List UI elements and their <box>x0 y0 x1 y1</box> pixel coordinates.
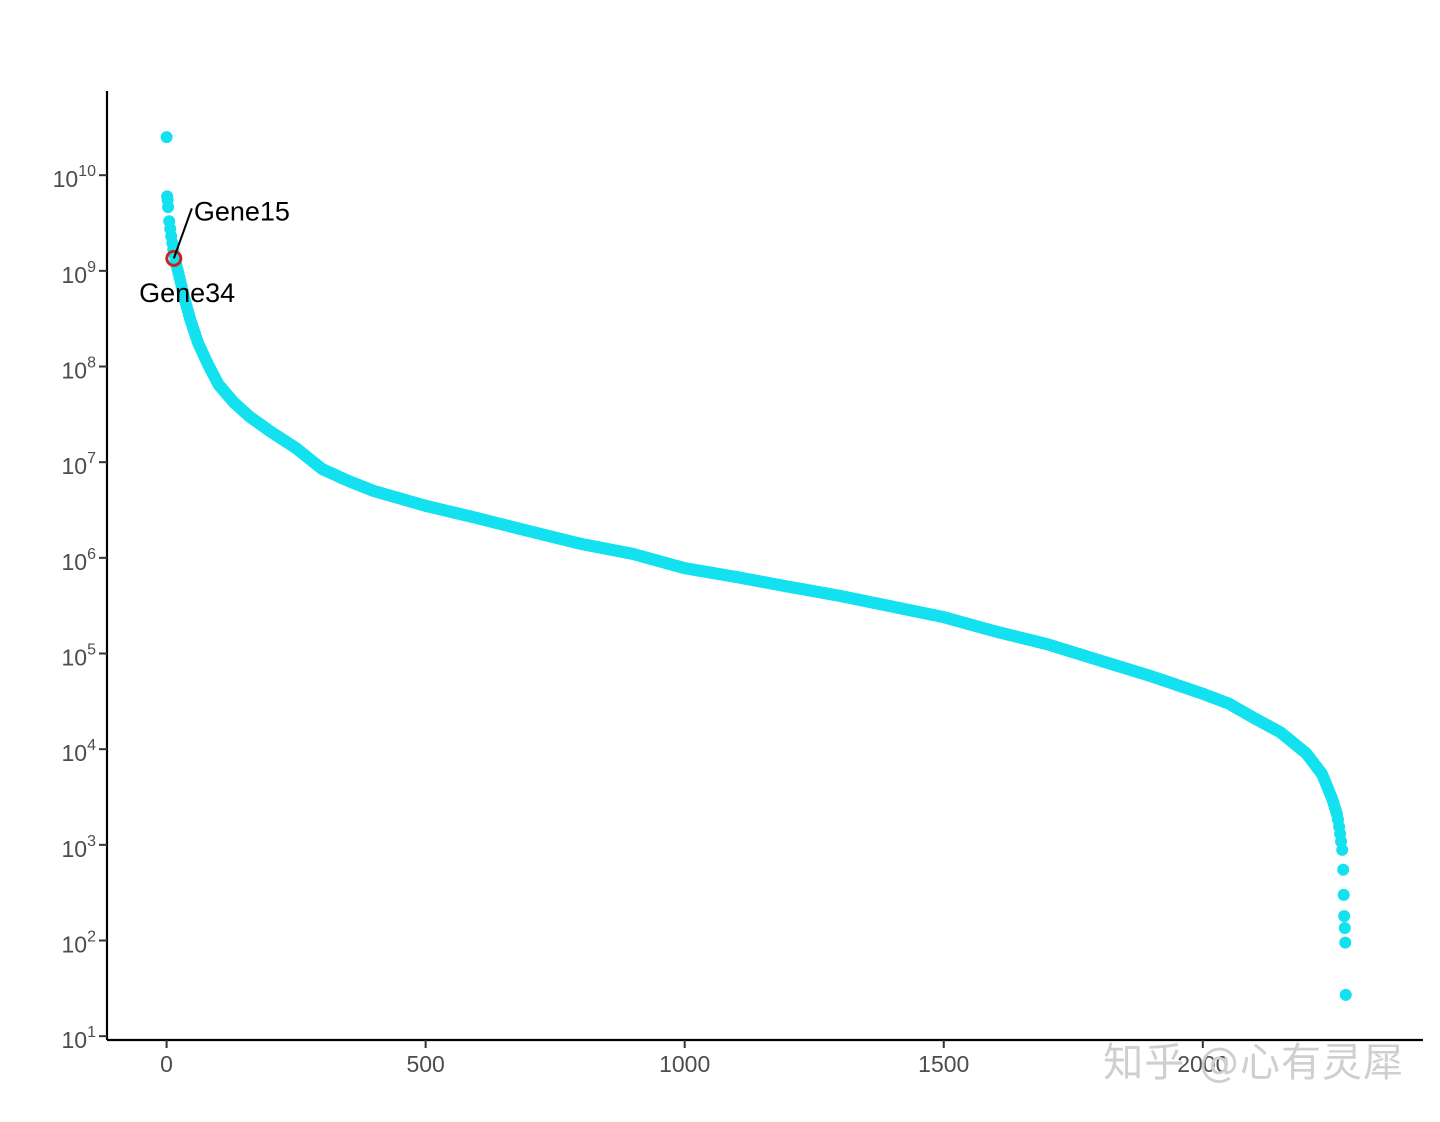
y-tick-label: 108 <box>62 355 97 384</box>
gene34-label: Gene34 <box>139 278 235 308</box>
y-tick-label: 102 <box>62 929 97 958</box>
data-point <box>1339 936 1352 949</box>
watermark: 知乎 @心有灵犀 <box>1103 1040 1404 1086</box>
y-tick-label: 107 <box>62 450 97 479</box>
y-tick-label: 104 <box>62 737 97 766</box>
data-point <box>1339 988 1352 1001</box>
y-tick-label: 1010 <box>53 163 96 192</box>
x-tick-label: 0 <box>160 1051 173 1077</box>
gene15-marker <box>165 249 183 267</box>
data-point <box>1337 888 1350 901</box>
data-point <box>1338 922 1351 934</box>
data-point <box>1337 863 1350 876</box>
x-tick-label: 1000 <box>659 1051 710 1077</box>
gene15-leader-line <box>172 208 193 259</box>
x-tick-label: 500 <box>406 1051 444 1077</box>
y-tick-label: 103 <box>62 833 97 862</box>
data-points <box>160 131 1352 1001</box>
axes: 0 500 1000 1500 2000 101 102 103 104 105 106 107 108… <box>53 91 1423 1077</box>
data-point <box>1336 843 1349 856</box>
data-point <box>161 194 174 206</box>
y-tick-label: 106 <box>62 546 97 575</box>
data-point <box>160 131 173 144</box>
y-tick-label: 101 <box>62 1024 97 1053</box>
y-tick-label: 109 <box>62 259 97 288</box>
data-point <box>1338 910 1351 923</box>
y-tick-label: 105 <box>62 642 97 671</box>
x-tick-label: 2000 <box>1177 1051 1228 1077</box>
annotations: Gene15 Gene34 <box>139 196 290 308</box>
x-tick-label: 1500 <box>918 1051 969 1077</box>
gene15-label: Gene15 <box>194 196 290 226</box>
